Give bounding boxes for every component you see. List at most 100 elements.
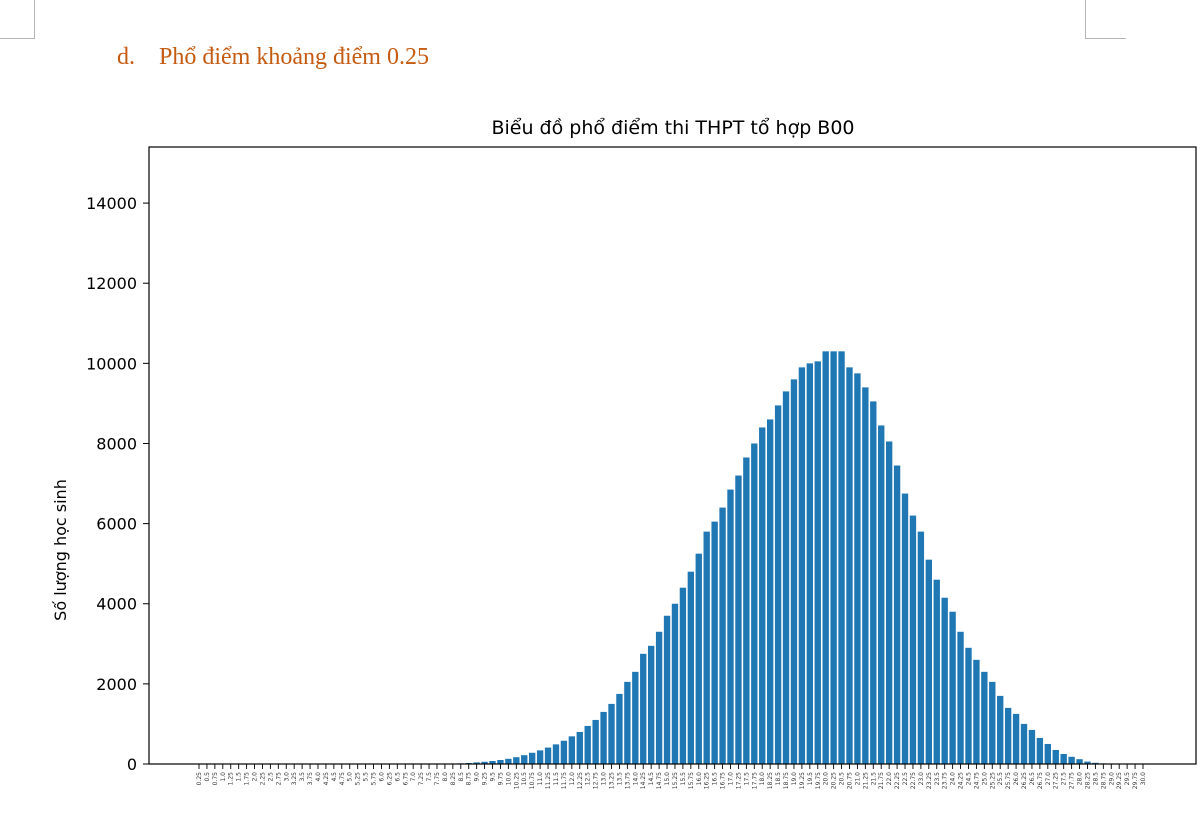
x-tick-label: 21.5 [870, 772, 877, 786]
x-tick-label: 11.5 [553, 772, 560, 786]
x-tick-label: 5.25 [355, 772, 362, 786]
x-tick-label: 10.5 [521, 772, 528, 786]
x-tick-label: 1.5 [236, 772, 243, 782]
x-tick-label: 12.5 [585, 772, 592, 786]
x-tick-label: 20.75 [846, 772, 853, 789]
x-tick-label: 17.25 [735, 772, 742, 789]
x-tick-label: 28.25 [1084, 772, 1091, 789]
bar-19.0 [790, 379, 798, 764]
x-tick-label: 23.0 [918, 772, 925, 786]
x-tick-label: 25.75 [1005, 772, 1012, 789]
bar-19.25 [798, 367, 806, 764]
bar-chart: Biểu đồ phổ điểm thi THPT tổ hợp B00 Số … [51, 117, 1197, 789]
x-tick-label: 17.5 [743, 772, 750, 786]
x-tick-label: 24.25 [958, 772, 965, 789]
bar-15.25 [671, 603, 679, 764]
x-tick-label: 5.75 [371, 772, 378, 786]
bars-group [441, 351, 1115, 764]
page-corner-mark-left [0, 0, 35, 39]
x-tick-label: 25.25 [989, 772, 996, 789]
x-tick-label: 15.5 [680, 772, 687, 786]
x-tick-label: 24.0 [950, 772, 957, 786]
x-tick-label: 20.5 [839, 772, 846, 786]
bar-10.75 [529, 752, 536, 764]
x-tick-label: 26.0 [1013, 772, 1020, 786]
x-tick-label: 25.0 [981, 772, 988, 786]
x-tick-label: 23.75 [942, 772, 949, 789]
bar-16.75 [719, 507, 726, 764]
bar-17.5 [743, 457, 750, 764]
y-tick-label: 4000 [96, 595, 137, 614]
x-tick-label: 4.0 [315, 772, 322, 782]
bar-9.5 [489, 761, 496, 764]
x-tick-label: 30.0 [1140, 772, 1147, 786]
x-tick-label: 6.75 [402, 772, 409, 786]
bar-11.25 [544, 747, 552, 764]
x-tick-label: 13.0 [601, 772, 608, 786]
bar-20.75 [846, 367, 853, 764]
x-tick-label: 27.25 [1053, 772, 1060, 789]
section-title: Phổ điểm khoảng điểm 0.25 [159, 44, 429, 70]
x-tick-label: 13.75 [624, 772, 631, 789]
bar-25.0 [981, 671, 988, 764]
bar-24.5 [965, 647, 972, 764]
x-tick-label: 1.25 [228, 772, 235, 786]
bar-11.5 [552, 744, 560, 764]
x-tick-label: 15.0 [664, 772, 671, 786]
x-tick-label: 4.75 [339, 772, 346, 786]
y-tick-label: 8000 [96, 434, 137, 453]
bar-23.0 [917, 531, 925, 764]
bar-14.5 [647, 645, 655, 764]
x-tick-label: 4.5 [331, 772, 338, 782]
x-tick-label: 12.25 [577, 772, 584, 789]
x-tick-label: 27.0 [1045, 772, 1052, 786]
x-tick-label: 19.25 [799, 772, 806, 789]
bar-10.25 [513, 757, 520, 764]
x-tick-label: 24.5 [965, 772, 972, 786]
x-tick-label: 22.75 [910, 772, 917, 789]
x-tick-label: 29.25 [1116, 772, 1123, 789]
bar-19.5 [806, 363, 813, 764]
x-tick-label: 10.25 [513, 772, 520, 789]
x-tick-label: 0.75 [212, 772, 219, 786]
x-tick-label: 23.25 [926, 772, 933, 789]
x-tick-label: 23.5 [934, 772, 941, 786]
y-tick-label: 10000 [86, 354, 137, 373]
x-tick-label: 24.75 [973, 772, 980, 789]
x-tick-label: 2.25 [259, 772, 266, 786]
bar-22.0 [885, 441, 893, 764]
bar-14.0 [632, 671, 639, 764]
bar-16.25 [703, 531, 710, 764]
x-tick-label: 7.25 [418, 772, 425, 786]
bar-25.5 [997, 695, 1004, 764]
y-tick-label: 0 [127, 755, 137, 774]
bar-16.5 [711, 521, 718, 764]
bar-12.5 [584, 725, 591, 764]
x-tick-label: 29.75 [1132, 772, 1139, 789]
x-tick-label: 22.0 [886, 772, 893, 786]
x-tick-label: 16.0 [696, 772, 703, 786]
bar-10.5 [521, 755, 528, 764]
x-tick-label: 12.75 [593, 772, 600, 789]
x-tick-label: 28.0 [1077, 772, 1084, 786]
bar-12.75 [592, 719, 599, 764]
x-tick-label: 10.0 [505, 772, 512, 786]
x-tick-label: 17.75 [751, 772, 758, 789]
bar-18.75 [782, 391, 790, 764]
x-tick-label: 26.75 [1037, 772, 1044, 789]
x-tick-label: 0.25 [196, 772, 203, 786]
bar-23.5 [933, 579, 940, 764]
bar-17.25 [735, 475, 742, 764]
bar-24.0 [949, 611, 956, 764]
x-tick-label: 19.0 [791, 772, 798, 786]
bar-18.5 [774, 405, 782, 764]
bar-19.75 [814, 361, 821, 764]
x-tick-label: 10.75 [529, 772, 536, 789]
plot-frame [148, 146, 1197, 765]
bar-9.0 [473, 762, 480, 764]
bar-28.0 [1076, 759, 1083, 764]
x-tick-label: 27.75 [1069, 772, 1076, 789]
bar-21.0 [854, 373, 861, 764]
chart-title: Biểu đồ phổ điểm thi THPT tổ hợp B00 [491, 117, 854, 139]
x-tick-label: 21.25 [862, 772, 869, 789]
